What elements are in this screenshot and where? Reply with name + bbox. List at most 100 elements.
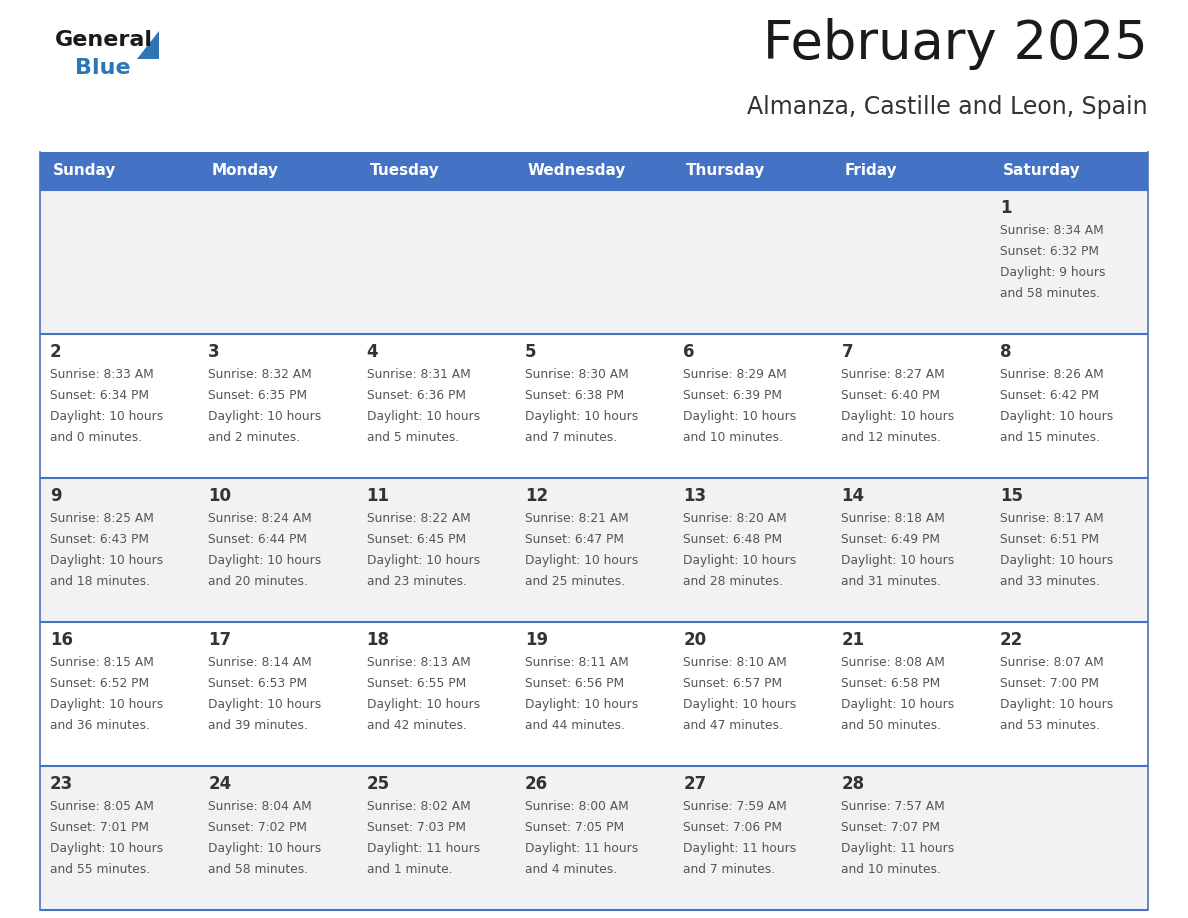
Text: Sunset: 7:05 PM: Sunset: 7:05 PM [525,821,624,834]
Text: Daylight: 10 hours: Daylight: 10 hours [683,698,796,711]
Text: 10: 10 [208,487,232,505]
Text: Sunrise: 8:05 AM: Sunrise: 8:05 AM [50,800,154,813]
Text: Sunrise: 8:07 AM: Sunrise: 8:07 AM [1000,656,1104,669]
Text: Sunrise: 8:00 AM: Sunrise: 8:00 AM [525,800,628,813]
Bar [40,152,1148,190]
Text: Daylight: 10 hours: Daylight: 10 hours [683,554,796,567]
Text: Daylight: 10 hours: Daylight: 10 hours [50,698,163,711]
Text: Sunset: 6:40 PM: Sunset: 6:40 PM [841,389,941,402]
Bar [40,334,1148,478]
Text: and 5 minutes.: and 5 minutes. [367,431,459,444]
Text: Sunrise: 7:57 AM: Sunrise: 7:57 AM [841,800,946,813]
Text: Sunset: 7:07 PM: Sunset: 7:07 PM [841,821,941,834]
Text: 26: 26 [525,775,548,793]
Text: and 31 minutes.: and 31 minutes. [841,575,941,588]
Text: Sunset: 6:53 PM: Sunset: 6:53 PM [208,677,308,690]
Text: Sunset: 6:36 PM: Sunset: 6:36 PM [367,389,466,402]
Text: and 7 minutes.: and 7 minutes. [683,863,776,876]
Text: Daylight: 10 hours: Daylight: 10 hours [525,698,638,711]
Text: 12: 12 [525,487,548,505]
Text: Sunrise: 8:31 AM: Sunrise: 8:31 AM [367,368,470,381]
Text: and 58 minutes.: and 58 minutes. [208,863,309,876]
Bar [40,478,1148,622]
Text: 17: 17 [208,631,232,649]
Text: Sunset: 6:47 PM: Sunset: 6:47 PM [525,533,624,546]
Text: 7: 7 [841,343,853,361]
Text: 15: 15 [1000,487,1023,505]
Text: 2: 2 [50,343,62,361]
Text: February 2025: February 2025 [763,18,1148,70]
Text: Daylight: 10 hours: Daylight: 10 hours [367,698,480,711]
Text: Daylight: 10 hours: Daylight: 10 hours [1000,410,1113,423]
Text: 13: 13 [683,487,707,505]
Text: Daylight: 11 hours: Daylight: 11 hours [525,842,638,855]
Text: and 44 minutes.: and 44 minutes. [525,719,625,732]
Text: 23: 23 [50,775,74,793]
Text: Daylight: 10 hours: Daylight: 10 hours [208,410,322,423]
Bar [40,766,1148,910]
Text: Sunset: 7:01 PM: Sunset: 7:01 PM [50,821,148,834]
Text: 14: 14 [841,487,865,505]
Text: 3: 3 [208,343,220,361]
Polygon shape [137,31,159,59]
Text: Sunrise: 8:25 AM: Sunrise: 8:25 AM [50,512,154,525]
Text: Sunset: 6:58 PM: Sunset: 6:58 PM [841,677,941,690]
Text: and 12 minutes.: and 12 minutes. [841,431,941,444]
Text: Sunrise: 8:30 AM: Sunrise: 8:30 AM [525,368,628,381]
Text: Sunrise: 8:32 AM: Sunrise: 8:32 AM [208,368,312,381]
Text: Daylight: 10 hours: Daylight: 10 hours [841,554,955,567]
Text: Sunrise: 8:14 AM: Sunrise: 8:14 AM [208,656,312,669]
Text: Tuesday: Tuesday [369,163,440,178]
Text: and 47 minutes.: and 47 minutes. [683,719,783,732]
Text: Sunrise: 8:18 AM: Sunrise: 8:18 AM [841,512,946,525]
Text: Daylight: 10 hours: Daylight: 10 hours [367,554,480,567]
Text: and 10 minutes.: and 10 minutes. [683,431,783,444]
Text: and 0 minutes.: and 0 minutes. [50,431,143,444]
Text: Almanza, Castille and Leon, Spain: Almanza, Castille and Leon, Spain [747,95,1148,119]
Text: Daylight: 11 hours: Daylight: 11 hours [367,842,480,855]
Text: and 25 minutes.: and 25 minutes. [525,575,625,588]
Text: Daylight: 10 hours: Daylight: 10 hours [367,410,480,423]
Text: 4: 4 [367,343,378,361]
Text: 6: 6 [683,343,695,361]
Text: Sunset: 6:34 PM: Sunset: 6:34 PM [50,389,148,402]
Text: Sunset: 7:06 PM: Sunset: 7:06 PM [683,821,782,834]
Text: Sunset: 7:00 PM: Sunset: 7:00 PM [1000,677,1099,690]
Text: and 58 minutes.: and 58 minutes. [1000,287,1100,300]
Bar [40,622,1148,766]
Text: 8: 8 [1000,343,1011,361]
Text: 24: 24 [208,775,232,793]
Text: Sunset: 6:35 PM: Sunset: 6:35 PM [208,389,308,402]
Text: 19: 19 [525,631,548,649]
Text: Monday: Monday [211,163,278,178]
Text: Sunday: Sunday [53,163,116,178]
Text: and 36 minutes.: and 36 minutes. [50,719,150,732]
Text: Friday: Friday [845,163,897,178]
Text: Sunrise: 8:33 AM: Sunrise: 8:33 AM [50,368,153,381]
Text: and 50 minutes.: and 50 minutes. [841,719,941,732]
Text: Daylight: 10 hours: Daylight: 10 hours [208,554,322,567]
Text: Sunrise: 8:17 AM: Sunrise: 8:17 AM [1000,512,1104,525]
Text: Sunrise: 8:04 AM: Sunrise: 8:04 AM [208,800,312,813]
Text: General: General [55,30,153,50]
Text: Sunset: 6:43 PM: Sunset: 6:43 PM [50,533,148,546]
Text: Sunset: 6:55 PM: Sunset: 6:55 PM [367,677,466,690]
Text: and 39 minutes.: and 39 minutes. [208,719,308,732]
Text: and 2 minutes.: and 2 minutes. [208,431,301,444]
Text: Daylight: 10 hours: Daylight: 10 hours [841,698,955,711]
Text: 22: 22 [1000,631,1023,649]
Text: Thursday: Thursday [687,163,765,178]
Text: 21: 21 [841,631,865,649]
Text: Daylight: 10 hours: Daylight: 10 hours [208,842,322,855]
Text: Daylight: 10 hours: Daylight: 10 hours [50,410,163,423]
Text: and 23 minutes.: and 23 minutes. [367,575,467,588]
Text: Daylight: 10 hours: Daylight: 10 hours [208,698,322,711]
Text: Sunset: 6:49 PM: Sunset: 6:49 PM [841,533,941,546]
Text: Sunrise: 8:02 AM: Sunrise: 8:02 AM [367,800,470,813]
Text: Sunrise: 8:11 AM: Sunrise: 8:11 AM [525,656,628,669]
Text: 27: 27 [683,775,707,793]
Text: and 10 minutes.: and 10 minutes. [841,863,941,876]
Text: Sunset: 6:38 PM: Sunset: 6:38 PM [525,389,624,402]
Text: Sunrise: 8:27 AM: Sunrise: 8:27 AM [841,368,946,381]
Bar [40,190,1148,334]
